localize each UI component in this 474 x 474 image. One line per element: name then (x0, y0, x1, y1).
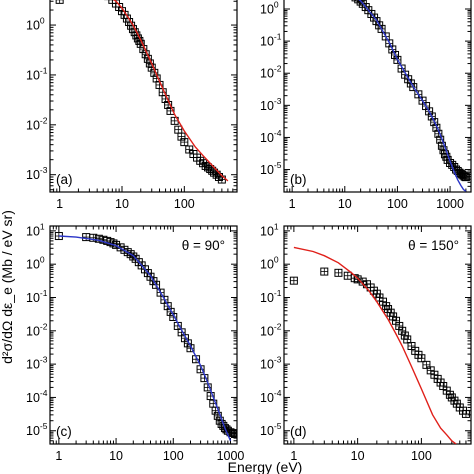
theory-curve (358, 0, 467, 192)
x-tick-label: 100 (387, 197, 408, 211)
panel-b: 1 10 100 1000 10-5 10-4 10-3 10-2 10-1 100 (b) (260, 0, 472, 211)
panel-label: (c) (56, 424, 72, 439)
y-tick-label: 10-3 (26, 165, 48, 182)
data-point (353, 275, 362, 284)
y-tick-label: 10-3 (260, 96, 282, 113)
x-tick-label: 1 (290, 449, 297, 463)
y-tick-label: 10-1 (260, 32, 282, 49)
x-tick-label: 10 (115, 197, 129, 211)
theory-curve (293, 246, 457, 444)
y-tick-label: 10-2 (26, 115, 48, 132)
data-point (320, 267, 329, 276)
plot-frame (283, 225, 472, 445)
data-point (185, 145, 194, 154)
x-tick-label: 1 (289, 197, 296, 211)
data-point (351, 0, 360, 2)
data-point (445, 390, 454, 399)
y-tick-label: 100 (260, 0, 279, 16)
y-tick-label: 10-5 (260, 421, 282, 438)
data-point (398, 326, 407, 335)
theory-curve (58, 235, 232, 442)
axis-ticks (50, 226, 237, 444)
y-tick-label: 101 (260, 221, 279, 238)
data-point (403, 335, 412, 344)
panel-c: 1 10 100 1000 10-5 10-4 10-3 10-2 10-1 100 101 (c) θ… (26, 221, 244, 463)
data-point (461, 173, 470, 182)
data-point (180, 138, 189, 147)
panel-d: 1 10 100 10-5 10-4 10-3 10-2 10-1 100 101 (d) θ = 1… (260, 221, 472, 463)
y-tick-label: 101 (26, 221, 45, 238)
panel-label: (b) (290, 172, 307, 187)
y-tick-label: 100 (26, 16, 45, 33)
theory-curve (113, 0, 229, 182)
y-tick-label: 10-3 (260, 355, 282, 372)
plot-frame (283, 0, 472, 193)
data-point (289, 276, 298, 285)
x-tick-label: 100 (174, 197, 195, 211)
x-tick-label: 10 (351, 449, 365, 463)
angle-label: θ = 150° (408, 238, 459, 253)
x-axis-title: Energy (eV) (228, 459, 303, 474)
data-point (389, 312, 398, 321)
data-point (55, 0, 64, 4)
data-point (94, 234, 103, 243)
x-tick-label: 1 (56, 197, 63, 211)
y-tick-label: 10-2 (260, 64, 282, 81)
x-tick-label: 100 (163, 449, 184, 463)
y-tick-label: 10-4 (26, 388, 48, 405)
y-tick-label: 10-3 (26, 355, 48, 372)
y-tick-label: 10-5 (260, 160, 282, 177)
panel-label: (a) (56, 172, 73, 187)
x-tick-label: 10 (338, 197, 352, 211)
x-tick-label: 10 (109, 449, 123, 463)
y-axis-title: d²σ/dΩ dε_e (Mb / eV sr) (0, 210, 15, 364)
y-tick-label: 10-4 (260, 128, 282, 145)
panel-label: (d) (290, 424, 307, 439)
data-point (417, 354, 426, 363)
x-tick-label: 100 (411, 449, 432, 463)
plot-frame (49, 0, 238, 193)
y-tick-label: 10-2 (260, 321, 282, 338)
y-tick-label: 10-5 (26, 421, 48, 438)
data-point (422, 360, 431, 369)
x-tick-label: 1000 (436, 197, 464, 211)
data-point (461, 409, 470, 418)
data-point (231, 429, 237, 438)
y-tick-label: 100 (26, 255, 45, 272)
angle-label: θ = 90° (182, 238, 225, 253)
data-point (343, 271, 352, 280)
y-tick-label: 10-1 (26, 288, 48, 305)
plot-frame (49, 225, 238, 445)
data-point (334, 268, 343, 277)
axis-ticks (284, 226, 471, 444)
panels: 1 10 100 10-3 10-2 10-1 100 (a) 1 10 100 1000 10-5 10… (26, 0, 472, 463)
y-tick-label: 10-1 (26, 65, 48, 82)
x-tick-label: 1000 (217, 449, 245, 463)
data-point (395, 321, 404, 330)
y-tick-label: 10-1 (260, 288, 282, 305)
y-tick-label: 10-2 (26, 321, 48, 338)
y-tick-label: 100 (260, 255, 279, 272)
x-tick-label: 1 (55, 449, 62, 463)
panel-a: 1 10 100 10-3 10-2 10-1 100 (a) (26, 0, 238, 211)
y-tick-label: 10-4 (260, 388, 282, 405)
data-point (174, 125, 183, 134)
data-point (382, 302, 391, 311)
